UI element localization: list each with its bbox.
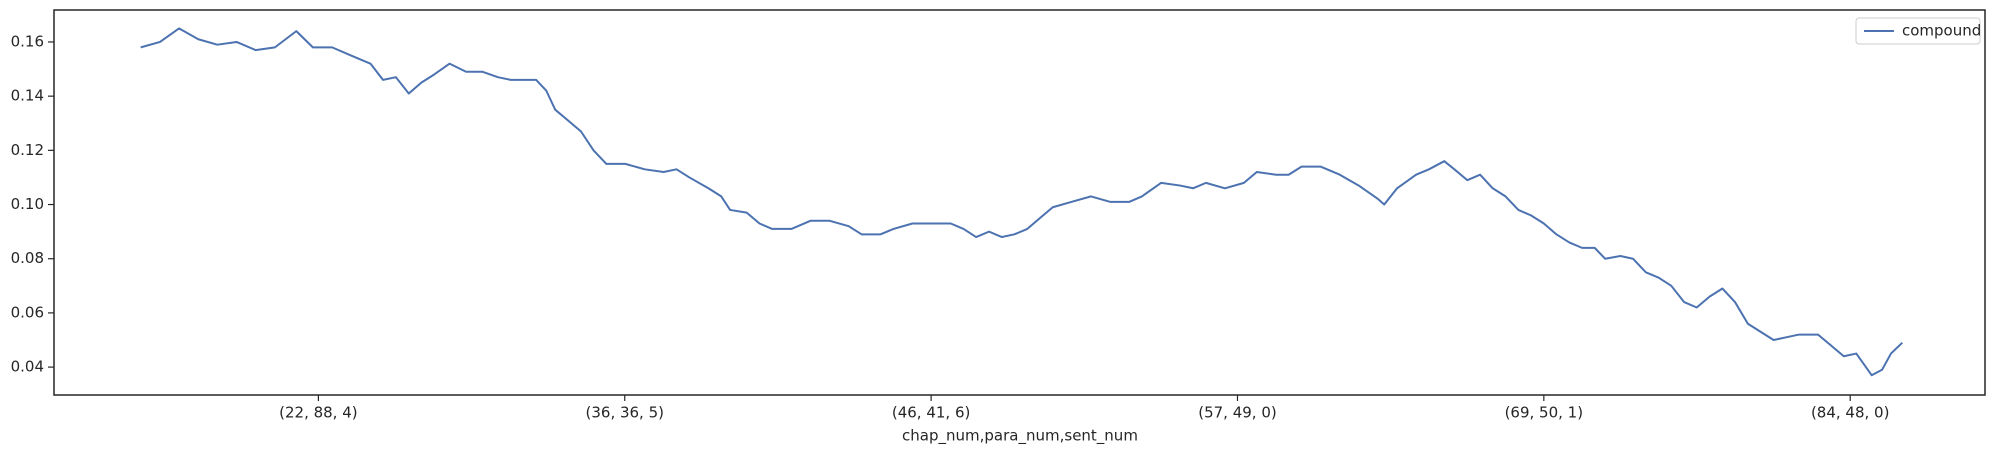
legend: compound: [1855, 17, 1981, 45]
x-tick-label: (57, 49, 0): [1198, 404, 1277, 422]
x-tick-label: (36, 36, 5): [586, 404, 665, 422]
line-series: [140, 27, 1903, 377]
plot-frame: [53, 9, 1986, 396]
y-tick-label: 0.16: [11, 32, 44, 50]
y-tick-label: 0.12: [11, 141, 44, 159]
x-tick-label: (84, 48, 0): [1811, 404, 1890, 422]
x-tick-label: (22, 88, 4): [279, 404, 358, 422]
x-tick-label: (46, 41, 6): [892, 404, 971, 422]
legend-box: [1855, 17, 1981, 45]
legend-label: compound: [1902, 22, 1981, 40]
y-tick-label: 0.04: [11, 358, 44, 376]
x-tick-label: (69, 50, 1): [1505, 404, 1584, 422]
x-axis-label: chap_num,para_num,sent_num: [902, 427, 1138, 446]
y-tick-label: 0.08: [11, 249, 44, 267]
y-tick-label: 0.10: [11, 195, 44, 213]
y-tick-label: 0.06: [11, 303, 44, 321]
y-tick-label: 0.14: [11, 87, 44, 105]
